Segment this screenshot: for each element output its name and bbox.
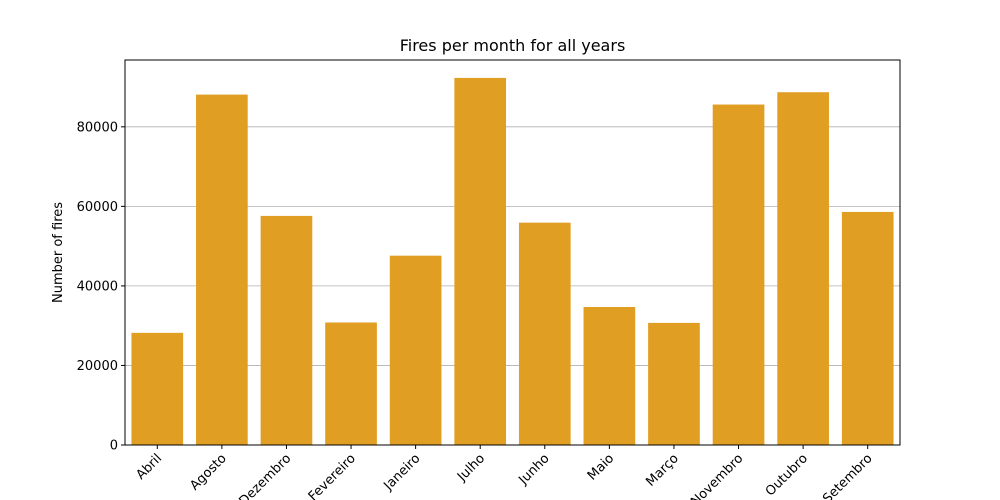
x-axis: Abril Agosto Dezembro Fevereiro Janeiro Julho… [133,445,876,500]
bars-layer [131,77,894,446]
bar-março [648,322,700,445]
x-tick-label: Janeiro [381,451,424,494]
x-tick-label: Outubro [763,451,811,499]
bar-agosto [196,94,248,446]
bar-novembro [712,104,765,445]
bar-junho [518,222,571,445]
x-tick-label: Março [643,451,681,489]
x-tick-label: Setembro [820,451,875,500]
x-tick-label: Junho [515,451,552,488]
bar-maio [583,306,636,445]
y-tick-label: 0 [110,439,118,454]
y-tick-label: 20000 [77,359,118,374]
y-tick-label: 60000 [77,200,118,215]
bar-setembro [841,211,894,445]
bar-dezembro [260,215,313,445]
x-tick-label: Abril [133,451,165,483]
x-tick-label: Fevereiro [306,451,359,500]
bar-julho [454,77,507,445]
x-tick-label: Novembro [688,451,746,500]
bar-fevereiro [325,322,377,445]
bar-outubro [777,92,829,445]
x-tick-label: Julho [454,451,488,485]
x-tick-label: Dezembro [236,451,294,500]
chart-title: Fires per month for all years [400,36,626,55]
bar-janeiro [389,255,442,445]
bar-abril [131,332,184,445]
x-tick-label: Agosto [187,451,229,493]
y-tick-label: 80000 [77,120,118,135]
plot-frame [124,59,901,446]
y-axis: 0 20000 40000 60000 80000 [77,120,125,454]
y-axis-label: Number of fires [51,202,66,303]
x-tick-label: Maio [585,451,617,483]
y-tick-label: 40000 [77,279,118,294]
